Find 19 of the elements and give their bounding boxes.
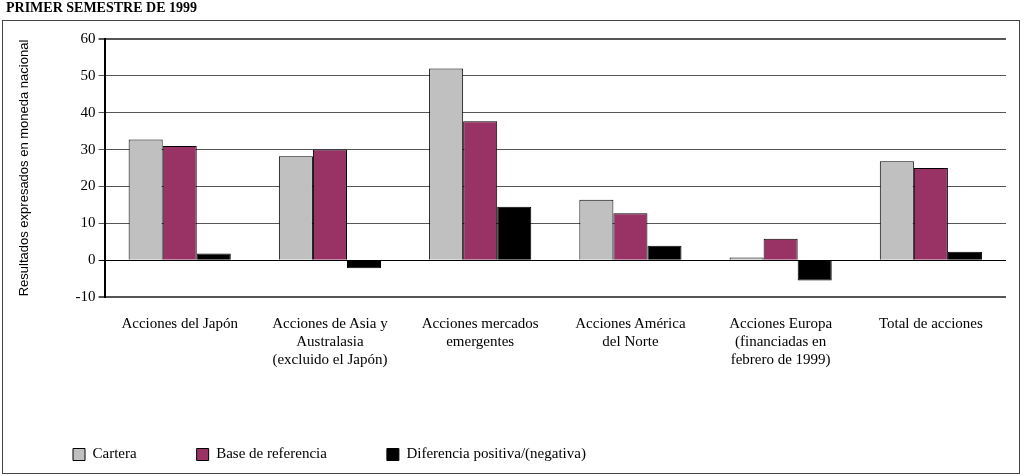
x-tick-label: Acciones América del Norte (575, 314, 686, 349)
legend-label: Base de referencia (216, 445, 328, 462)
y-tick-label: 40 (80, 103, 96, 120)
x-tick-label: Acciones Europa (financiadas en febrero de 1999) (729, 314, 833, 368)
x-tick-label: Acciones mercados emergentes (421, 314, 539, 349)
x-tick-label: Total de acciones (878, 314, 983, 331)
y-tick-label: 20 (80, 177, 96, 194)
y-tick-label: 50 (80, 66, 96, 83)
y-axis-title: Resultados expresados en moneda nacional (16, 39, 32, 297)
legend-label: Cartera (92, 445, 137, 462)
x-tick-label: Acciones del Japón (121, 314, 239, 331)
y-tick-label: 10 (80, 214, 96, 231)
y-tick-label: 0 (88, 251, 96, 268)
y-tick-label: 60 (80, 29, 96, 46)
y-tick-label: -10 (75, 287, 96, 304)
x-tick-label: Acciones de Asia y Australasia (excluido el Japón) (272, 314, 389, 368)
legend-label: Diferencia positiva/(negativa) (406, 445, 586, 463)
chart-title: PRIMER SEMESTRE DE 1999 (6, 0, 197, 16)
y-tick-label: 30 (80, 140, 96, 157)
